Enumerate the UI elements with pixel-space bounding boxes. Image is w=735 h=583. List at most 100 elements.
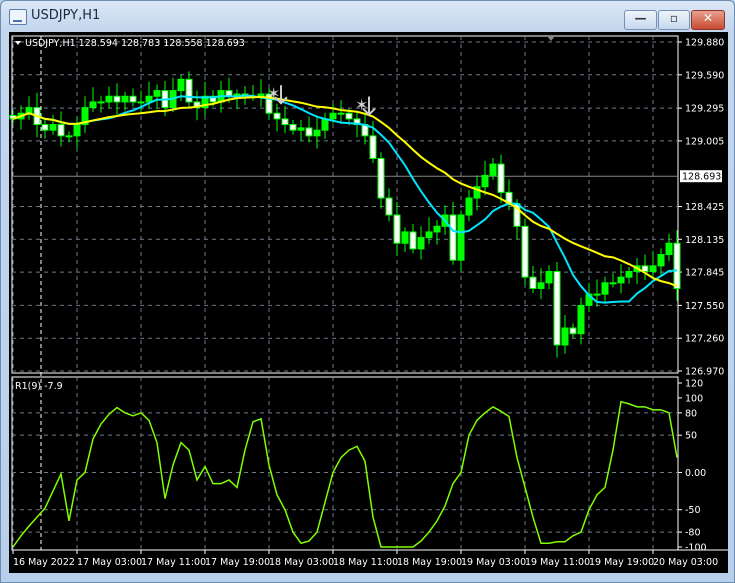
sell-signal-icon: ✶ — [355, 96, 376, 116]
indicator-tick-label: 100 — [685, 393, 703, 404]
minimize-button[interactable]: — — [624, 10, 657, 30]
candle-body — [321, 118, 329, 131]
candle-body — [553, 271, 561, 346]
candle-body — [545, 271, 553, 284]
candle-body — [537, 282, 545, 289]
candle-body — [481, 174, 489, 188]
candle-body — [41, 124, 49, 131]
candle-body — [145, 95, 153, 103]
candle — [41, 118, 49, 139]
candle — [553, 261, 561, 358]
candle — [185, 71, 193, 109]
candle-body — [625, 271, 633, 278]
candle — [305, 116, 313, 143]
indicator-tick-label: -80 — [685, 528, 701, 539]
title-bar[interactable]: USDJPY,H1 — ▫ ✕ — [1, 1, 734, 31]
candle — [337, 100, 345, 124]
candle-body — [337, 112, 345, 115]
candle — [25, 96, 33, 120]
chart-shift-marker-icon — [547, 36, 555, 41]
candle — [641, 254, 649, 281]
candle — [153, 84, 161, 109]
candle — [89, 87, 97, 113]
candle-body — [617, 276, 625, 284]
candle — [433, 220, 441, 245]
candle — [529, 265, 537, 293]
candle-body — [385, 197, 393, 216]
sell-signal-icon: ✶ — [267, 84, 288, 105]
close-button[interactable]: ✕ — [691, 10, 725, 30]
candle-body — [665, 242, 673, 256]
candle-body — [425, 231, 433, 239]
candle — [449, 201, 457, 265]
candle-body — [377, 157, 385, 199]
candle — [657, 248, 665, 277]
chart-window-icon — [9, 9, 27, 25]
time-axis-label: 18 May 19:00 — [397, 557, 462, 568]
candle-body — [89, 101, 97, 109]
candle-body — [273, 112, 281, 120]
candle-body — [57, 124, 65, 137]
candle — [201, 81, 209, 117]
indicator-tick-label: -100 — [685, 543, 707, 554]
candle — [633, 257, 641, 285]
current-price-box — [680, 170, 722, 183]
candle-body — [521, 225, 529, 278]
maximize-button[interactable]: ▫ — [658, 10, 690, 30]
indicator-tick-label: 0.00 — [685, 468, 706, 479]
chart-canvas[interactable]: 129.880 129.590 129.295 129.005 128.425 128.1… — [9, 32, 728, 573]
candle — [377, 152, 385, 209]
down-arrow-icon — [362, 96, 376, 116]
candle — [49, 114, 57, 135]
price-tick-label: 128.425 — [685, 202, 724, 213]
candle — [105, 86, 113, 109]
candle-body — [465, 197, 473, 216]
candle — [265, 87, 273, 120]
candle — [625, 266, 633, 284]
candle-body — [185, 78, 193, 103]
candle-body — [209, 95, 217, 103]
candle-body — [561, 327, 569, 346]
candle — [257, 79, 265, 107]
candle-body — [73, 124, 81, 137]
candle-body — [345, 112, 353, 120]
time-axis-label: 17 May 03:00 — [77, 557, 142, 568]
candle-body — [177, 78, 185, 92]
candle — [401, 227, 409, 252]
candle-body — [409, 231, 417, 250]
candle-body — [449, 214, 457, 261]
candle — [113, 83, 121, 115]
candle-body — [433, 225, 441, 233]
candle — [481, 160, 489, 196]
price-tick-label: 129.590 — [685, 70, 724, 81]
candle — [273, 103, 281, 132]
price-tick-label: 129.295 — [685, 104, 724, 115]
candle — [425, 217, 433, 245]
candle — [393, 201, 401, 256]
candle-body — [121, 95, 129, 103]
candle-body — [649, 265, 657, 273]
candle-body — [569, 327, 577, 335]
time-axis-label: 16 May 2022 — [13, 557, 75, 568]
price-chart[interactable]: 129.880 129.590 129.295 129.005 128.425 128.1… — [9, 32, 728, 573]
candle-body — [393, 214, 401, 244]
candle — [577, 297, 585, 345]
candle — [617, 264, 625, 294]
candle — [673, 230, 681, 302]
candle-body — [473, 186, 481, 199]
candle-body — [457, 214, 465, 261]
down-arrow-icon — [274, 85, 288, 105]
candle — [385, 188, 393, 222]
candle-body — [81, 107, 89, 126]
indicator-pane-frame — [11, 376, 679, 551]
candle-body — [137, 101, 145, 104]
candle — [289, 120, 297, 135]
price-tick-label: 127.550 — [685, 301, 724, 312]
maximize-icon: ▫ — [669, 11, 679, 25]
minimize-icon: — — [634, 11, 647, 25]
time-axis-label: 19 May 03:00 — [461, 557, 526, 568]
price-tick-label: 128.135 — [685, 235, 724, 246]
price-tick-label: 126.970 — [685, 367, 724, 378]
time-axis-label: 20 May 03:00 — [653, 557, 718, 568]
time-axis-label: 17 May 19:00 — [205, 557, 270, 568]
